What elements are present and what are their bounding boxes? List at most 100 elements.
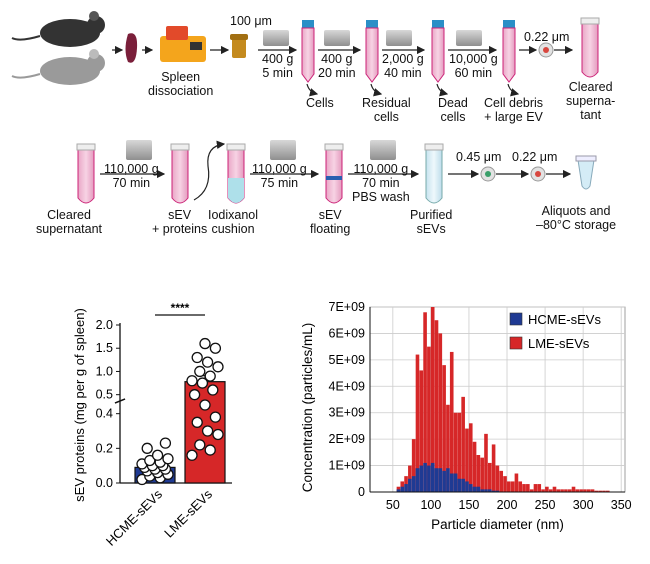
data-point (194, 439, 206, 451)
y-tick-label: 0.2 (96, 441, 113, 455)
bar-LME-sEVs (583, 489, 587, 492)
bar-LME-sEVs (537, 484, 542, 492)
centrifuge-icon (263, 30, 289, 46)
bar-HCME-sEVs (472, 486, 477, 492)
syringe-filter-045-icon (480, 166, 496, 182)
spin-400g-20min-label: 400 g 20 min (318, 52, 356, 80)
cleared-supernatant-label: Cleared superna-tant (566, 80, 616, 122)
bar-HCME-sEVs (430, 462, 435, 492)
x-tick-label: 350 (611, 498, 632, 512)
data-point (151, 449, 164, 461)
cell-debris-label: Cell debris + large EV (484, 96, 544, 124)
syringe-filter-icon (538, 42, 554, 58)
y-tick-label: 0.5 (96, 388, 113, 402)
data-point (191, 416, 203, 428)
bar-HCME-sEVs (438, 468, 443, 492)
spin-110000g-75min-label: 110,000 g 75 min (252, 162, 307, 190)
data-point (194, 365, 206, 378)
y-tick-label: 5E+09 (329, 353, 366, 367)
data-point (191, 351, 203, 364)
bar-LME-sEVs (545, 486, 549, 492)
spleen-dissociation-label: Spleen dissociation (148, 70, 214, 98)
bar-LME-sEVs (434, 320, 439, 492)
bar-LME-sEVs (567, 489, 572, 492)
purified-sevs-label: Purified sEVs (410, 208, 453, 236)
axis-break-mark (114, 398, 126, 404)
aliquots-storage-label: Aliquots and –80°C storage (536, 204, 617, 232)
plot-area (369, 306, 626, 493)
data-point (188, 389, 201, 401)
tube-purified-icon (424, 143, 444, 204)
mouse-grey-icon (11, 49, 105, 85)
tube-4-icon (502, 20, 516, 83)
bar-HCME-sEVs (423, 462, 427, 492)
bar-LME-sEVs (518, 481, 523, 492)
x-tick-label: 150 (459, 498, 480, 512)
x-tick-label: 300 (573, 498, 594, 512)
bar-LME-sEVs (457, 412, 462, 492)
bar-HCME-sEVs (434, 468, 439, 492)
bar-LME-sEVs (419, 370, 424, 492)
aliquot-tube-icon (575, 155, 597, 190)
syringe-filter-022-icon (530, 166, 546, 182)
sev-proteins-label: sEV + proteins (152, 208, 208, 236)
bar-LME-sEVs (453, 412, 458, 492)
bar-LME-sEVs (560, 489, 564, 492)
bar-LME-sEVs (415, 354, 420, 492)
data-point (144, 454, 156, 467)
bar-LME-sEVs (468, 423, 473, 492)
bar-HCME-sEVs (408, 478, 412, 492)
bar-LME-sEVs (430, 307, 435, 492)
bar-HCME-sEVs (465, 481, 469, 492)
bar-HCME-sEVs (487, 489, 492, 492)
filter-100-label: 100 μm (230, 14, 272, 28)
legend-swatch-hcme (509, 312, 523, 326)
spin-10000g-label: 10,000 g 60 min (449, 52, 498, 80)
cell-strainer-icon (230, 34, 248, 58)
bar-HCME-sEVs (411, 476, 416, 492)
bar-LME-sEVs (594, 490, 599, 492)
bar-LME-sEVs (526, 484, 530, 492)
tube-sev-icon (170, 143, 190, 204)
data-point (159, 437, 172, 449)
bar-HCME-sEVs (495, 490, 500, 492)
legend-label-lme: LME-sEVs (528, 336, 590, 351)
ultracentrifuge-icon (126, 140, 152, 160)
data-point (212, 428, 224, 441)
bar-LME-sEVs (556, 489, 561, 492)
bar-HCME-sEVs (468, 484, 473, 492)
bar-LME-sEVs (548, 489, 553, 492)
data-point (186, 449, 198, 461)
data-point (141, 442, 153, 454)
data-point (209, 342, 222, 354)
data-point (207, 384, 219, 396)
tube-1-icon (301, 20, 315, 83)
bar-HCME-sEVs (446, 468, 450, 492)
x-tick-label: 100 (420, 498, 441, 512)
particle-size-histogram: 0 1E+09 2E+09 3E+09 4E+09 5E+09 6E+09 7E+09 50 10… (300, 300, 632, 532)
bar-LME-sEVs (442, 365, 446, 492)
tube-2-icon (365, 20, 379, 83)
bar-LME-sEVs (602, 490, 606, 492)
bar-HCME-sEVs (449, 473, 454, 492)
bar-HCME-sEVs (461, 478, 465, 492)
bar-LME-sEVs (586, 489, 591, 492)
bar-LME-sEVs (495, 465, 500, 492)
bar-LME-sEVs (579, 489, 583, 492)
legend-swatch-lme (509, 336, 523, 350)
y-axis-label: Concentration (particles/mL) (300, 323, 315, 493)
significance-label: **** (171, 301, 190, 315)
bar-LME-sEVs (423, 312, 427, 492)
bar-LME-sEVs (472, 441, 477, 492)
residual-cells-label: Residual cells (362, 96, 411, 124)
data-point (196, 377, 209, 389)
bar-LME-sEVs (605, 490, 610, 492)
bar-LME-sEVs (476, 455, 481, 492)
y-tick-label: 4E+09 (329, 379, 366, 393)
y-tick-label: 6E+09 (329, 326, 366, 340)
bar-LME-sEVs (503, 476, 507, 492)
data-point (204, 444, 216, 456)
bar-HCME-sEVs (415, 468, 420, 492)
centrifuge-icon (456, 30, 482, 46)
bar-LME-sEVs (575, 489, 580, 492)
